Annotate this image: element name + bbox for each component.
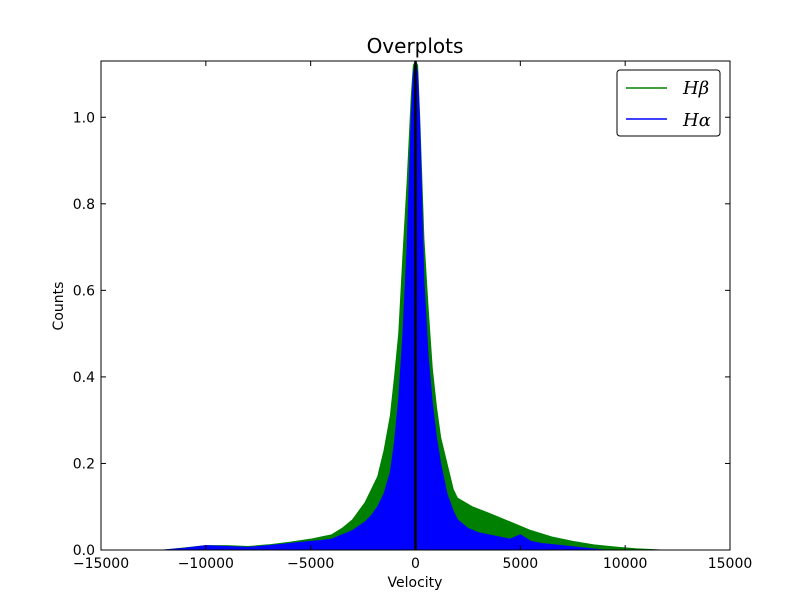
x-tick-label: 0 xyxy=(411,556,420,572)
y-tick-label: 0.2 xyxy=(73,456,95,472)
y-tick-label: 0.4 xyxy=(73,370,95,386)
x-tick-label: 15000 xyxy=(708,556,753,572)
x-tick-label: 10000 xyxy=(603,556,648,572)
x-tick-label: −5000 xyxy=(287,556,334,572)
y-tick-label: 0.6 xyxy=(73,283,95,299)
axis-ticks: −15000 −10000 −5000 0 5000 10000 15000 0.0 0.2 0.… xyxy=(73,61,753,572)
y-axis-label: Counts xyxy=(51,282,67,331)
legend-label-series-1: Hβ xyxy=(682,78,709,99)
series-area-2 xyxy=(163,60,605,551)
x-tick-label: 5000 xyxy=(503,556,539,572)
x-tick-label: −15000 xyxy=(73,556,129,572)
x-axis-label: Velocity xyxy=(388,575,443,591)
x-tick-label: −10000 xyxy=(178,556,234,572)
legend-label-series-2: Hα xyxy=(682,110,711,131)
y-tick-label: 0.0 xyxy=(73,543,95,559)
y-tick-label: 0.8 xyxy=(73,197,95,213)
y-tick-label: 1.0 xyxy=(73,110,95,126)
plot-area xyxy=(163,59,661,551)
legend: Hβ Hα xyxy=(616,69,721,137)
chart-title: Overplots xyxy=(367,34,464,58)
